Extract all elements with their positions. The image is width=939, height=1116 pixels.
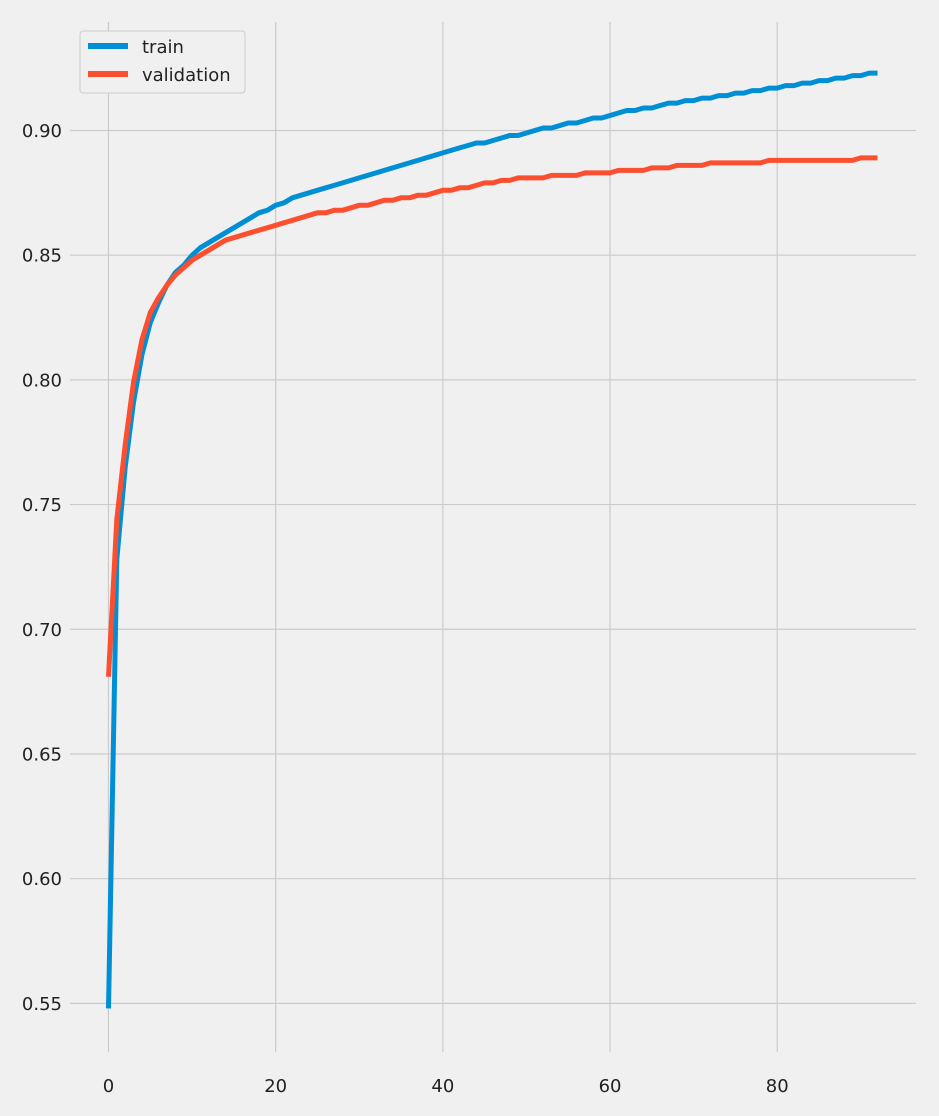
y-tick-label: 0.65 [22,744,62,765]
series-line-train [106,70,878,1009]
x-tick-label: 40 [431,1076,454,1097]
x-tick-label: 0 [103,1076,114,1097]
x-tick-label: 80 [766,1076,789,1097]
y-tick-label: 0.55 [22,994,62,1015]
legend: train validation [79,30,246,94]
y-tick-label: 0.70 [22,620,62,641]
y-tick-label: 0.90 [22,121,62,142]
y-tick-label: 0.80 [22,370,62,391]
y-tick-label: 0.60 [22,869,62,890]
x-tick-label: 60 [599,1076,622,1097]
x-tick-label: 20 [264,1076,287,1097]
tick-labels: 0 20 40 60 80 0.55 0.60 0.65 0.70 0.75 0.80 0.85 0.9… [22,121,789,1097]
grid-lines [70,22,916,1052]
y-tick-label: 0.75 [22,495,62,516]
y-tick-label: 0.85 [22,246,62,267]
series-lines [106,70,878,1009]
legend-label-validation: validation [142,65,231,86]
legend-label-train: train [142,37,184,58]
series-line-validation [106,155,878,677]
